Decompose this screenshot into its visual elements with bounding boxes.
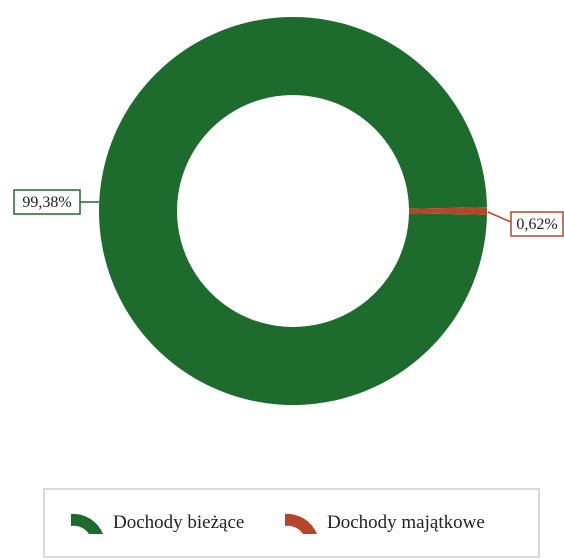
- legend: Dochody bieżące Dochody majątkowe: [43, 488, 540, 558]
- legend-item-dochody-majatkowe[interactable]: Dochody majątkowe: [283, 510, 485, 536]
- data-label-box: [13, 189, 81, 215]
- data-labels: 99,38% 0,62%: [13, 189, 564, 237]
- legend-item-dochody-biezace[interactable]: Dochody bieżące: [69, 510, 244, 536]
- donut-slice-1[interactable]: [99, 16, 487, 405]
- donut-slice-2[interactable]: [408, 207, 487, 215]
- data-label-1: 99,38%: [22, 194, 71, 211]
- legend-label: Dochody majątkowe: [327, 512, 485, 533]
- donut-slices: [99, 16, 487, 405]
- data-label-2: 0,62%: [516, 216, 557, 233]
- legend-swatch-icon: [71, 513, 103, 534]
- legend-swatch-icon: [285, 513, 317, 534]
- data-label-box: [510, 211, 564, 237]
- legend-label: Dochody bieżące: [113, 512, 245, 533]
- label-leader-line: [487, 211, 512, 223]
